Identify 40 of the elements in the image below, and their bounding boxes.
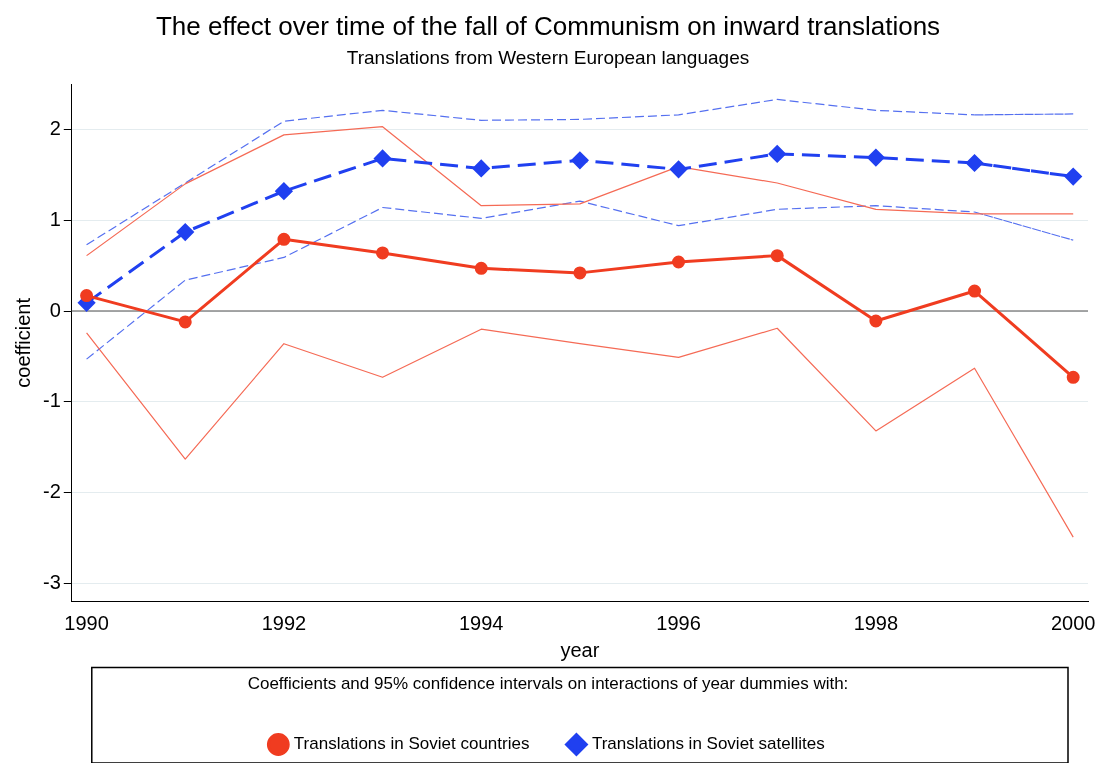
x-tick-label: 1992	[261, 612, 307, 635]
point	[275, 182, 293, 200]
point	[176, 223, 194, 241]
point	[869, 314, 883, 328]
point	[571, 151, 589, 169]
point	[277, 232, 291, 246]
point	[474, 261, 488, 275]
point	[178, 315, 192, 329]
legend-title: Coefficients and 95% confidence intervals on interactions of year dummies with:	[247, 673, 849, 693]
x-axis-title: year	[560, 639, 600, 662]
point	[670, 160, 688, 178]
point	[672, 255, 686, 269]
x-tick-label: 1996	[656, 612, 701, 635]
y-tick-label: -3	[42, 570, 61, 593]
x-tick-label: 1994	[458, 612, 504, 635]
point	[770, 249, 784, 263]
point	[472, 159, 490, 177]
point	[376, 246, 390, 260]
chart-title: The effect over time of the fall of Communism on inward translations	[155, 10, 941, 41]
point	[573, 266, 587, 280]
y-tick-label: -1	[42, 389, 61, 412]
x-tick-label: 2000	[1050, 612, 1096, 635]
x-tick-label: 1990	[64, 612, 109, 635]
point	[966, 154, 984, 172]
y-tick-label: 2	[49, 116, 61, 139]
point	[80, 289, 94, 303]
y-tick-label: 1	[49, 207, 61, 230]
y-tick-label: -2	[42, 480, 61, 503]
legend-label: Translations in Soviet satellites	[591, 734, 825, 754]
point	[374, 149, 392, 167]
legend-label: Translations in Soviet countries	[293, 734, 530, 754]
point	[1066, 370, 1080, 384]
point	[968, 284, 982, 298]
point	[867, 149, 885, 167]
y-axis-title: coefficient	[11, 297, 34, 388]
x-tick-label: 1998	[853, 612, 899, 635]
point	[768, 145, 786, 163]
y-tick-label: 0	[49, 298, 61, 321]
point	[1064, 168, 1082, 186]
chart-subtitle: Translations from Western European languages	[346, 46, 750, 68]
